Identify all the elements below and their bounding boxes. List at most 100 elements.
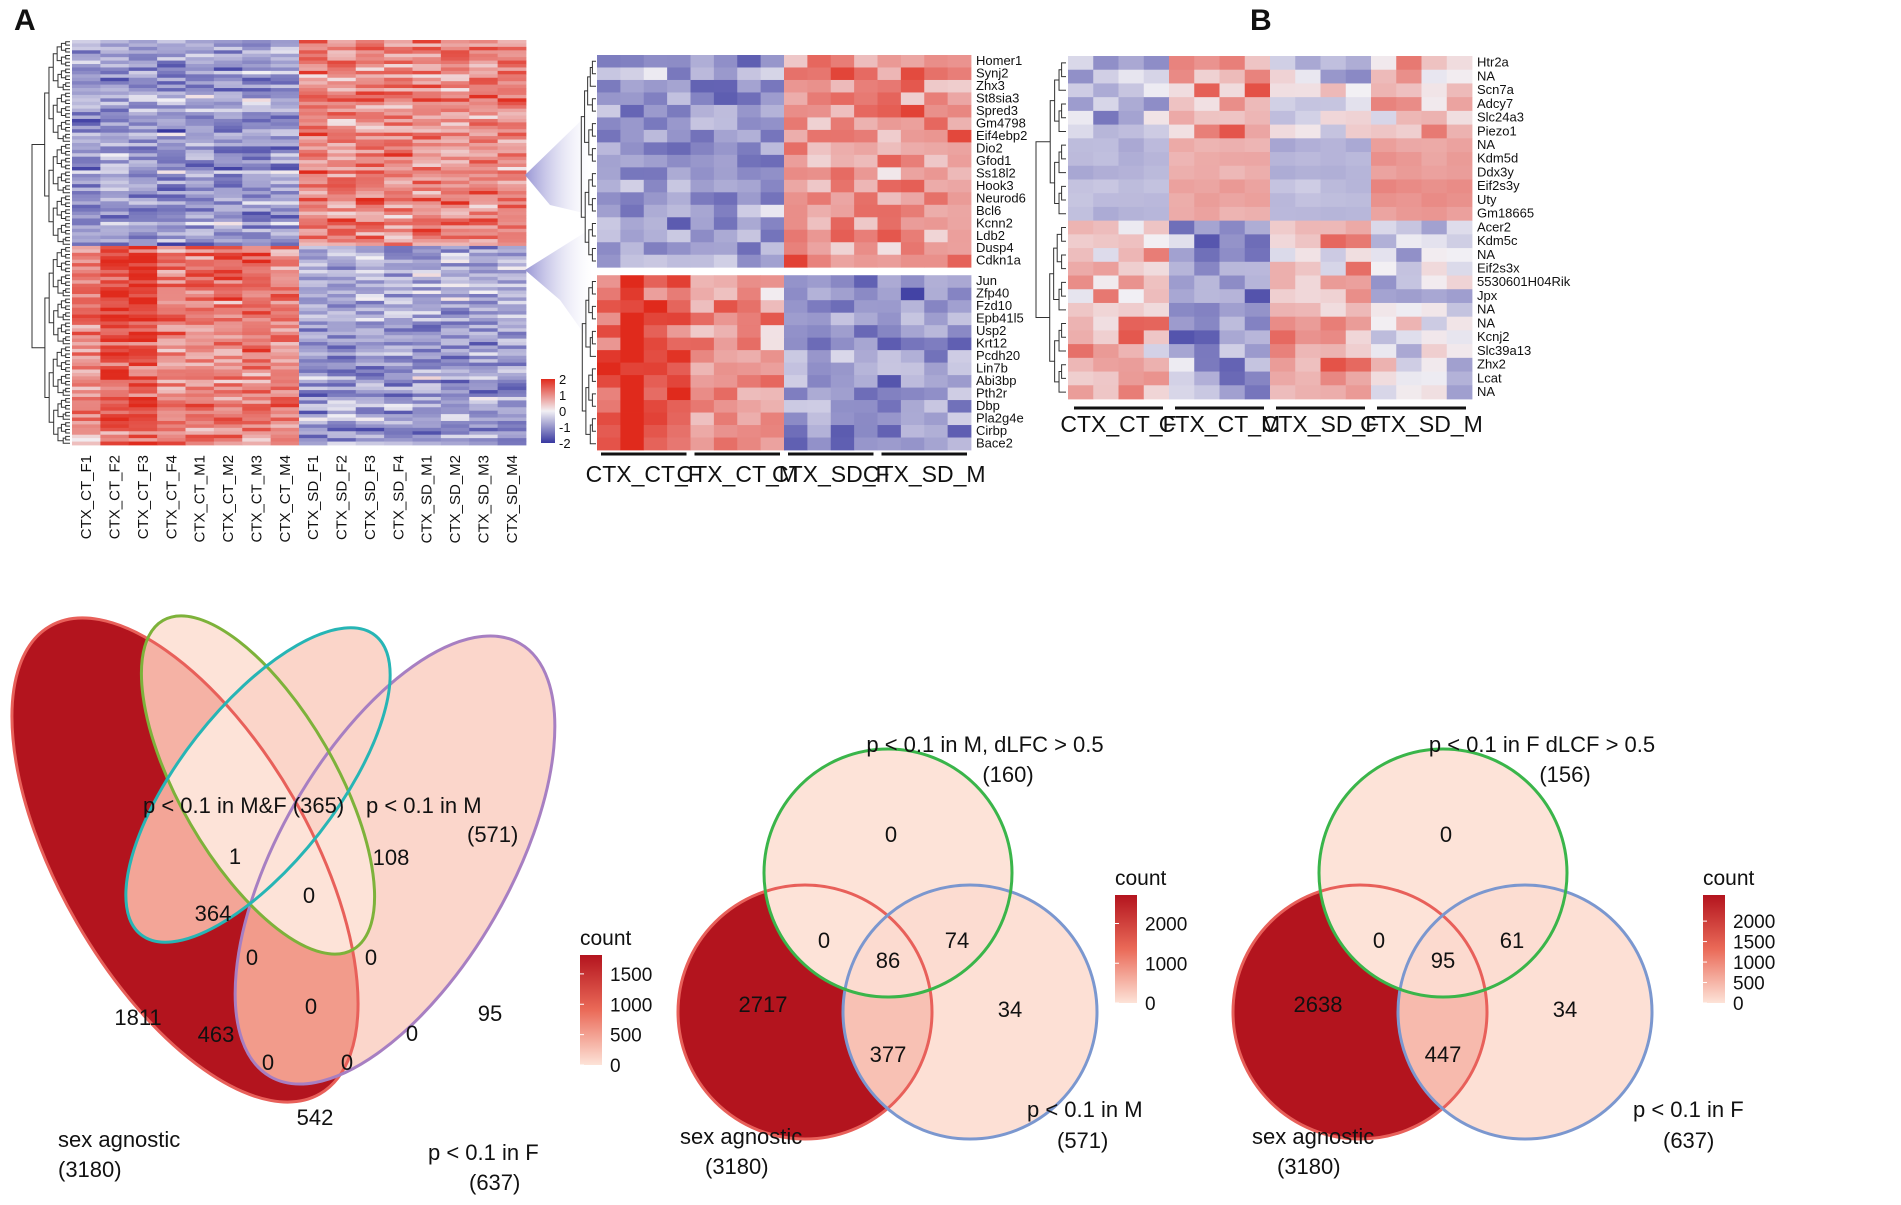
heatmap-cell: [185, 84, 215, 89]
heatmap-cell: [299, 46, 328, 51]
heatmap-cell: [497, 197, 527, 202]
heatmap-cell: [1421, 316, 1448, 331]
heatmap-cell: [270, 263, 300, 267]
heatmap-cell: [213, 348, 243, 353]
heatmap-cell: [242, 91, 272, 96]
heatmap-cell: [643, 312, 668, 326]
dendrogram-branch: [52, 53, 58, 82]
heatmap-cell: [299, 366, 328, 370]
heatmap-cell: [497, 245, 527, 250]
heatmap-cell: [440, 132, 470, 137]
heatmap-cell: [185, 235, 215, 240]
heatmap-cell: [157, 311, 186, 315]
heatmap-cell: [643, 104, 668, 118]
heatmap-cell: [72, 424, 101, 429]
heatmap-cell: [157, 108, 186, 113]
heatmap-cell: [213, 208, 243, 213]
heatmap-cell: [1169, 165, 1195, 180]
heatmap-cell: [270, 287, 300, 291]
heatmap-cell: [128, 84, 158, 89]
heatmap-cell: [784, 425, 808, 438]
heatmap-cell: [497, 74, 527, 79]
heatmap-cell: [440, 77, 470, 82]
heatmap-cell: [242, 355, 272, 360]
heatmap-cell: [412, 263, 442, 267]
heatmap-cell: [1244, 110, 1271, 125]
heatmap-cell: [213, 184, 243, 188]
heatmap-cell: [877, 92, 902, 106]
heatmap-cell: [327, 235, 357, 240]
heatmap-cell: [854, 204, 878, 218]
heatmap-cell: [327, 417, 357, 422]
heatmap-cell: [128, 105, 158, 110]
heatmap-cell: [327, 307, 357, 312]
dendrogram-branch: [56, 252, 62, 268]
heatmap-cell: [1320, 152, 1347, 167]
heatmap-cell: [737, 254, 762, 268]
heatmap-cell: [128, 280, 158, 285]
legend-tick: -1: [559, 420, 571, 435]
heatmap-cell: [100, 410, 130, 415]
heatmap-cell: [784, 104, 808, 118]
heatmap-cell: [877, 104, 902, 118]
heatmap-cell: [242, 376, 272, 381]
heatmap-cell: [830, 229, 855, 243]
heatmap-cell: [185, 64, 215, 68]
heatmap-cell: [185, 321, 215, 326]
heatmap-cell: [497, 386, 527, 391]
heatmap-cell: [213, 191, 243, 195]
heatmap-cell: [299, 180, 328, 185]
heatmap-cell: [384, 94, 413, 99]
heatmap-cell: [440, 359, 470, 364]
dendrogram-branch: [57, 279, 64, 294]
heatmap-cell: [620, 92, 645, 106]
heatmap-cell: [270, 348, 300, 353]
heatmap-cell: [643, 79, 668, 93]
heatmap-cell: [1244, 83, 1271, 98]
heatmap-cell: [497, 318, 527, 322]
heatmap-cell: [412, 46, 442, 51]
dendrogram-branch: [65, 229, 70, 235]
heatmap-cell: [469, 142, 499, 147]
heatmap-cell: [667, 287, 691, 301]
heatmap-cell: [128, 434, 158, 439]
heatmap-cell: [440, 74, 470, 79]
heatmap-cell: [760, 425, 785, 438]
heatmap-cell: [497, 136, 527, 140]
heatmap-cell: [497, 81, 527, 86]
heatmap-cell: [157, 139, 186, 144]
heatmap-cell: [440, 256, 470, 261]
heatmap-cell: [1068, 110, 1094, 125]
set-size-m: (571): [467, 822, 518, 847]
heatmap-cell: [100, 177, 130, 182]
heatmap-cell: [100, 256, 130, 261]
heatmap-cell: [643, 129, 668, 143]
gene-label: NA: [1477, 68, 1495, 83]
heatmap-cell: [947, 287, 972, 301]
heatmap-cell: [185, 383, 215, 388]
heatmap-cell: [440, 180, 470, 185]
heatmap-cell: [100, 427, 130, 432]
heatmap-cell: [412, 228, 442, 233]
heatmap-cell: [440, 153, 470, 158]
heatmap-cell: [1068, 261, 1094, 276]
heatmap-cell: [900, 425, 925, 438]
heatmap-cell: [760, 350, 785, 364]
heatmap-cell: [643, 142, 668, 156]
heatmap-cell: [213, 142, 243, 147]
heatmap-cell: [924, 67, 949, 81]
heatmap-cell: [355, 318, 385, 322]
dendrogram-branch: [591, 98, 596, 112]
heatmap-cell: [72, 228, 101, 233]
heatmap-cell: [100, 170, 130, 175]
heatmap-cell: [157, 225, 186, 230]
heatmap-cell: [327, 438, 357, 442]
heatmap-cell: [213, 355, 243, 360]
heatmap-cell: [597, 387, 621, 401]
heatmap-cell: [299, 160, 328, 164]
heatmap-cell: [667, 387, 691, 401]
heatmap-cell: [784, 412, 808, 426]
heatmap-cell: [213, 438, 243, 442]
heatmap-cell: [299, 201, 328, 206]
heatmap-cell: [497, 276, 527, 281]
